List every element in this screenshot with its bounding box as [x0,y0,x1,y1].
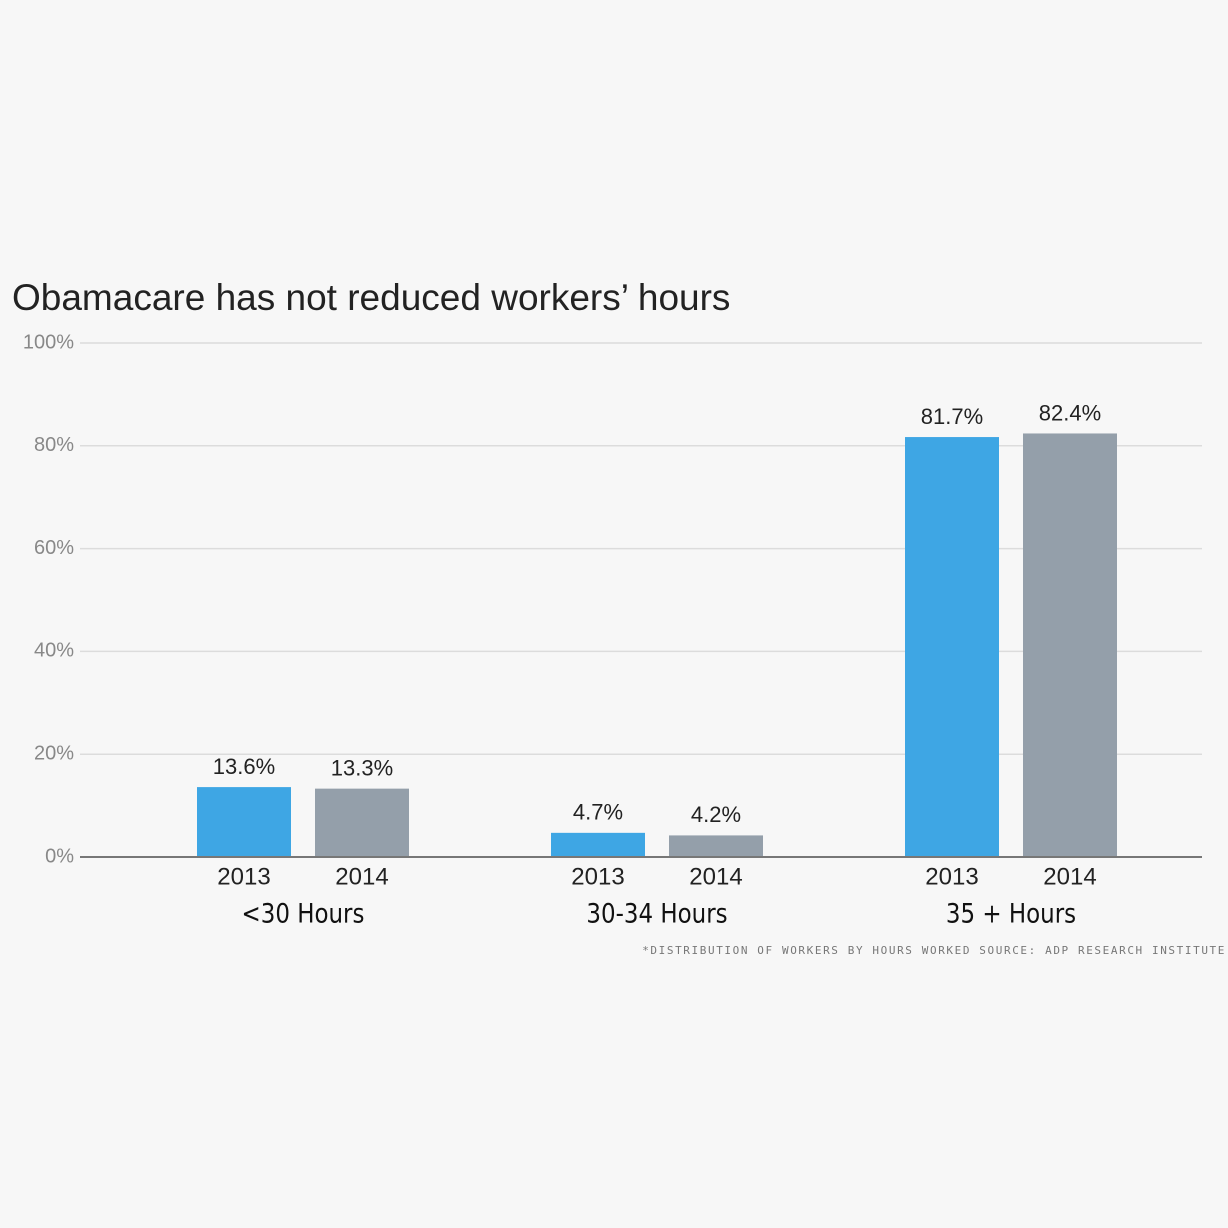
y-tick-label: 80% [34,434,74,456]
value-label: 82.4% [1039,400,1101,425]
bar [1023,433,1117,857]
x-tick-label: <30 Hours [242,898,365,929]
y-tick-label: 20% [34,742,74,764]
chart-title: Obamacare has not reduced workers’ hours [12,277,730,318]
x-tick-label: 35 + Hours [946,898,1076,929]
footnote: *DISTRIBUTION OF WORKERS BY HOURS WORKED… [642,944,1226,957]
value-label: 13.3% [331,755,393,780]
value-label: 13.6% [213,754,275,779]
series-label: 2014 [1043,863,1096,890]
series-label: 2014 [689,863,742,890]
series-label: 2014 [335,863,388,890]
y-tick-label: 40% [34,640,74,662]
series-label: 2013 [925,863,978,890]
y-tick-label: 100% [23,331,74,353]
bar [669,835,763,857]
bar [905,437,999,857]
y-tick-label: 60% [34,537,74,559]
series-label: 2013 [571,863,624,890]
bar [315,788,409,857]
value-label: 4.7% [573,800,623,825]
y-tick-label: 0% [45,845,74,867]
series-label: 2013 [217,863,270,890]
value-label: 81.7% [921,404,983,429]
bar [551,832,645,857]
bar [197,787,291,857]
value-label: 4.2% [691,802,741,827]
x-tick-label: 30-34 Hours [586,898,727,929]
